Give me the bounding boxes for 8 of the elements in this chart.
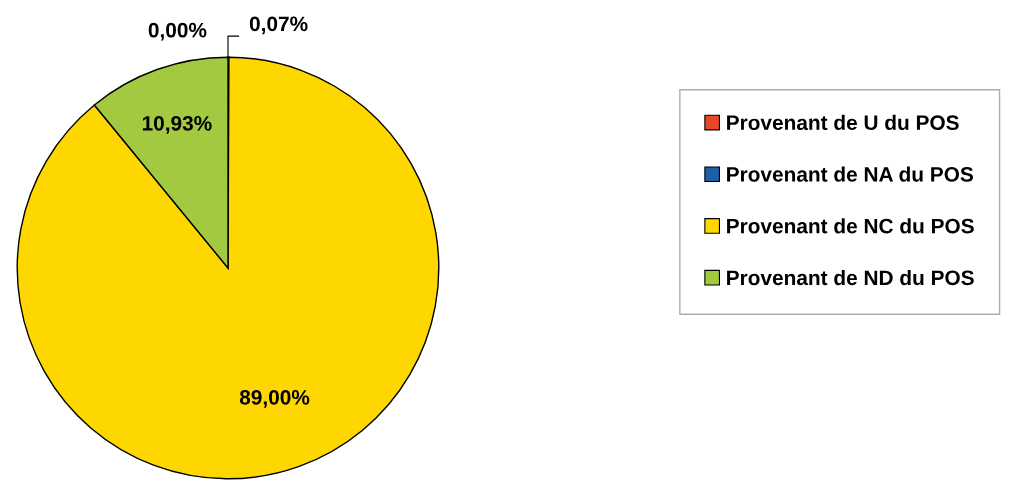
legend-label: Provenant de U du POS: [727, 114, 959, 131]
text: 0,00%: [148, 22, 207, 41]
legend-label: Provenant de NA du POS: [727, 166, 973, 182]
legend-label: Provenant de ND du POS: [727, 269, 974, 286]
data-label: 89,00%: [239, 389, 310, 408]
data-label: 0,07%: [249, 16, 308, 35]
legend-label: Provenant de NC du POS: [727, 218, 974, 234]
data-label: 10,93%: [142, 115, 212, 134]
